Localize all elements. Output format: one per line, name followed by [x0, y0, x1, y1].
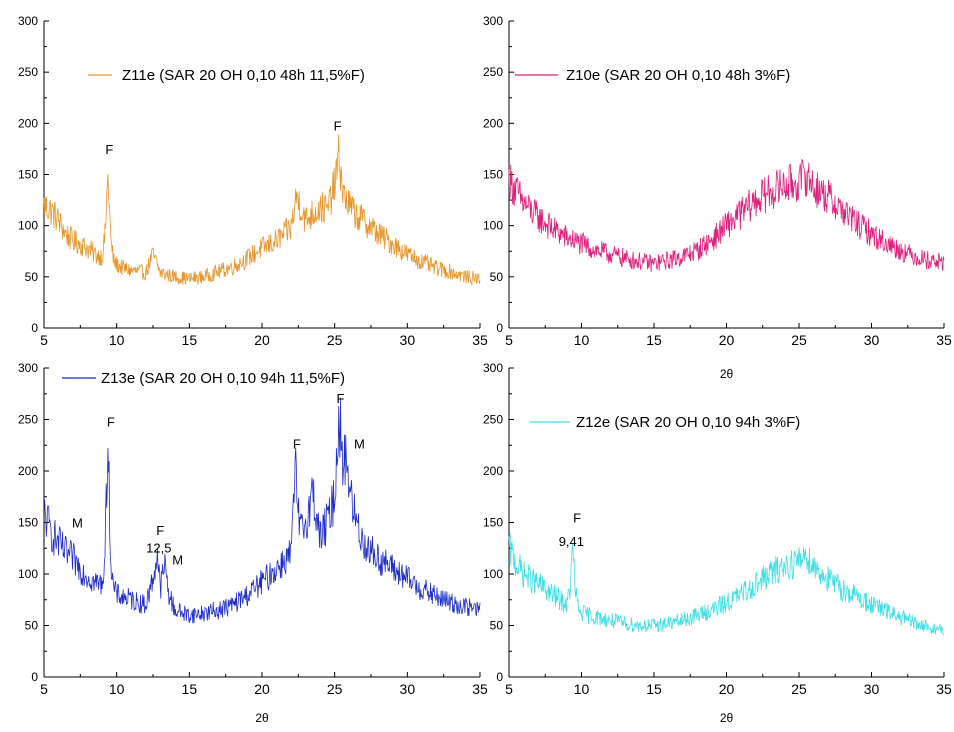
x-tick-label: 15: [646, 681, 662, 697]
x-tick-label: 35: [936, 681, 952, 697]
legend-label: Z13e (SAR 20 OH 0,10 94h 11,5%F): [101, 370, 345, 387]
peak-annotation: F: [293, 436, 301, 451]
x-tick-label: 20: [719, 681, 735, 697]
x-tick-label: 5: [505, 681, 513, 697]
peak-annotation: F: [573, 511, 581, 526]
legend-label: Z12e (SAR 20 OH 0,10 94h 3%F): [576, 414, 800, 431]
y-tick-label: 150: [18, 516, 38, 530]
peak-annotation: 12,5: [146, 540, 171, 555]
chart-panel-3: 0 50 100 150 200 250 300 5 10 15 20 25 30 35 2θ Z13e (S…: [18, 361, 488, 725]
y-tick-label: 250: [483, 65, 503, 79]
x-tick-label: 5: [505, 332, 513, 348]
x-tick-label: 25: [327, 681, 343, 697]
y-tick-label: 250: [18, 413, 38, 427]
x-tick-label: 30: [400, 332, 416, 348]
x-tick-label: 35: [472, 332, 488, 348]
legend-label: Z11e (SAR 20 OH 0,10 48h 11,5%F): [122, 67, 365, 84]
legend-label: Z10e (SAR 20 OH 0,10 48h 3%F): [566, 67, 790, 84]
x-tick-label: 5: [40, 681, 48, 697]
peak-annotation: F: [107, 415, 115, 430]
chart-panel-1: 0 50 100 150 200 250 300 5 10 15 20 25 30 35 Z11e (SAR…: [18, 14, 488, 348]
y-tick-label: 0: [31, 670, 38, 684]
peak-annotation: 9,41: [559, 534, 584, 549]
series-line-1: [508, 533, 945, 636]
x-tick-label: 35: [936, 332, 952, 348]
y-tick-label: 250: [483, 413, 503, 427]
y-tick-label: 300: [18, 361, 38, 375]
peak-annotation: F: [337, 391, 345, 406]
y-tick-label: 150: [18, 168, 38, 182]
peak-annotation: F: [156, 523, 164, 538]
y-tick-label: 100: [18, 567, 38, 581]
x-tick-label: 20: [719, 332, 735, 348]
y-tick-label: 100: [483, 567, 503, 581]
peak-annotation: F: [334, 118, 342, 133]
y-tick-label: 0: [496, 670, 503, 684]
series-line-1: [508, 158, 945, 272]
series-line-1: [43, 397, 481, 624]
x-tick-label: 25: [791, 681, 807, 697]
y-tick-label: 200: [18, 116, 38, 130]
x-tick-label: 15: [646, 332, 662, 348]
x-tick-label: 10: [109, 681, 125, 697]
peak-annotation: M: [72, 516, 83, 531]
y-tick-label: 200: [483, 464, 503, 478]
y-tick-label: 0: [31, 321, 38, 335]
x-tick-label: 10: [109, 332, 125, 348]
x-tick-label: 25: [791, 332, 807, 348]
peak-annotation: M: [172, 553, 183, 568]
y-tick-label: 150: [483, 168, 503, 182]
y-tick-label: 300: [483, 14, 503, 28]
series-line-1: [43, 134, 481, 285]
x-tick-label: 30: [864, 332, 880, 348]
y-tick-label: 50: [490, 270, 504, 284]
y-tick-label: 250: [18, 65, 38, 79]
x-tick-label: 25: [327, 332, 343, 348]
y-tick-label: 100: [483, 219, 503, 233]
chart-panel-4: 0 50 100 150 200 250 300 5 10 15 20 25 30 35 2θ Z12e (S…: [483, 361, 952, 725]
x-tick-label: 35: [472, 681, 488, 697]
x-axis-label: 2θ: [255, 711, 269, 725]
y-tick-label: 50: [25, 619, 39, 633]
x-tick-label: 10: [574, 681, 590, 697]
x-tick-label: 30: [400, 681, 416, 697]
x-tick-label: 20: [254, 332, 270, 348]
y-tick-label: 50: [490, 619, 504, 633]
x-tick-label: 20: [254, 681, 270, 697]
x-tick-label: 15: [182, 681, 198, 697]
x-tick-label: 10: [574, 332, 590, 348]
x-tick-label: 5: [40, 332, 48, 348]
x-axis-label: 2θ: [720, 367, 734, 381]
x-axis-label: 2θ: [720, 711, 734, 725]
x-tick-label: 15: [182, 332, 198, 348]
x-tick-label: 30: [864, 681, 880, 697]
y-tick-label: 200: [483, 116, 503, 130]
y-tick-label: 50: [25, 270, 39, 284]
y-tick-label: 300: [483, 361, 503, 375]
y-tick-label: 150: [483, 516, 503, 530]
y-tick-label: 300: [18, 14, 38, 28]
peak-annotation: M: [354, 436, 365, 451]
y-tick-label: 100: [18, 219, 38, 233]
y-tick-label: 200: [18, 464, 38, 478]
y-tick-label: 0: [496, 321, 503, 335]
peak-annotation: F: [105, 142, 113, 157]
